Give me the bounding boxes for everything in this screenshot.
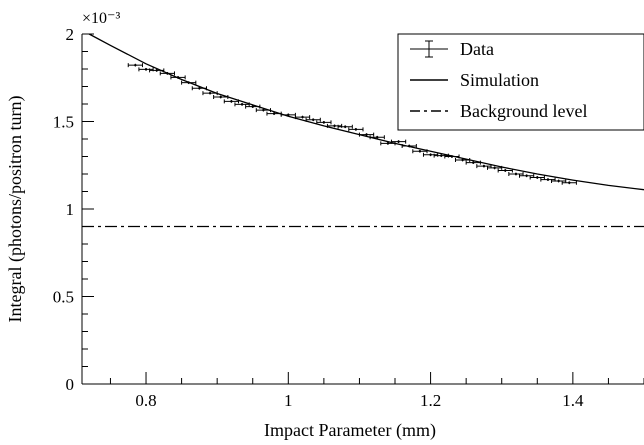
y-exponent-label: ×10⁻³: [82, 10, 120, 27]
axes: 0.8 1 1.2 1.4 0 0.5 1 1.5 2: [53, 25, 644, 410]
data-marker: [134, 63, 137, 67]
data-marker: [251, 105, 254, 108]
data-point: [337, 124, 353, 129]
series-group: [82, 33, 644, 228]
legend-item: Background level: [410, 101, 587, 121]
x-axis-title: Impact Parameter (mm): [264, 420, 436, 441]
data-marker: [418, 150, 422, 153]
data-marker: [312, 118, 315, 121]
data-marker: [472, 161, 475, 164]
data-marker: [240, 103, 244, 106]
data-marker: [219, 95, 222, 99]
data-marker: [322, 121, 326, 124]
x-tick-label: 1: [284, 391, 293, 410]
data-marker: [333, 124, 336, 128]
data-marker: [536, 176, 539, 179]
data-point: [412, 149, 428, 154]
data-marker: [504, 169, 507, 172]
y-axis-title: Integral (photons/positron turn): [5, 96, 26, 323]
data-marker: [144, 68, 148, 71]
data-marker: [514, 172, 518, 176]
data-marker: [198, 87, 201, 90]
data-marker: [272, 112, 276, 115]
data-marker: [365, 133, 368, 136]
data-marker: [568, 181, 571, 184]
data-point: [486, 165, 503, 170]
simulation-line: [88, 33, 644, 191]
data-point: [348, 127, 364, 132]
data-marker: [155, 69, 158, 72]
data-point: [127, 63, 143, 68]
data-marker: [461, 158, 464, 162]
y-tick-label: 2: [66, 25, 75, 44]
data-marker: [546, 178, 550, 181]
legend-label: Data: [460, 39, 494, 59]
legend-label: Background level: [460, 101, 587, 121]
data-marker: [208, 91, 212, 95]
data-point: [519, 173, 535, 178]
legend-item: Data: [410, 39, 494, 59]
legend-box: [397, 33, 644, 131]
data-point: [305, 117, 321, 122]
x-tick-label: 1.2: [420, 391, 441, 410]
data-marker: [354, 128, 358, 131]
y-tick-label: 1: [66, 200, 75, 219]
data-marker: [397, 140, 400, 143]
y-tick-label: 1.5: [53, 113, 74, 132]
y-tick-label: 0: [66, 375, 75, 394]
data-marker: [482, 164, 486, 168]
data-marker: [301, 115, 304, 119]
data-marker: [493, 166, 496, 170]
data-marker: [376, 136, 379, 139]
data-marker: [557, 179, 560, 183]
data-marker: [429, 153, 432, 156]
data-point: [561, 180, 577, 185]
data-point: [529, 175, 545, 180]
x-tick-label: 0.8: [135, 391, 156, 410]
legend: Data Simulation Background level: [397, 33, 644, 131]
data-marker: [344, 125, 347, 128]
data-point: [358, 132, 375, 137]
data-marker: [262, 108, 265, 112]
data-marker: [230, 100, 233, 103]
x-tick-label: 1.4: [562, 391, 584, 410]
data-point: [223, 99, 240, 104]
legend-item: Simulation: [410, 70, 539, 90]
data-marker: [525, 174, 528, 177]
legend-label: Simulation: [460, 70, 539, 90]
y-tick-label: 0.5: [53, 288, 74, 307]
data-marker: [386, 142, 390, 145]
data-marker: [440, 154, 443, 157]
